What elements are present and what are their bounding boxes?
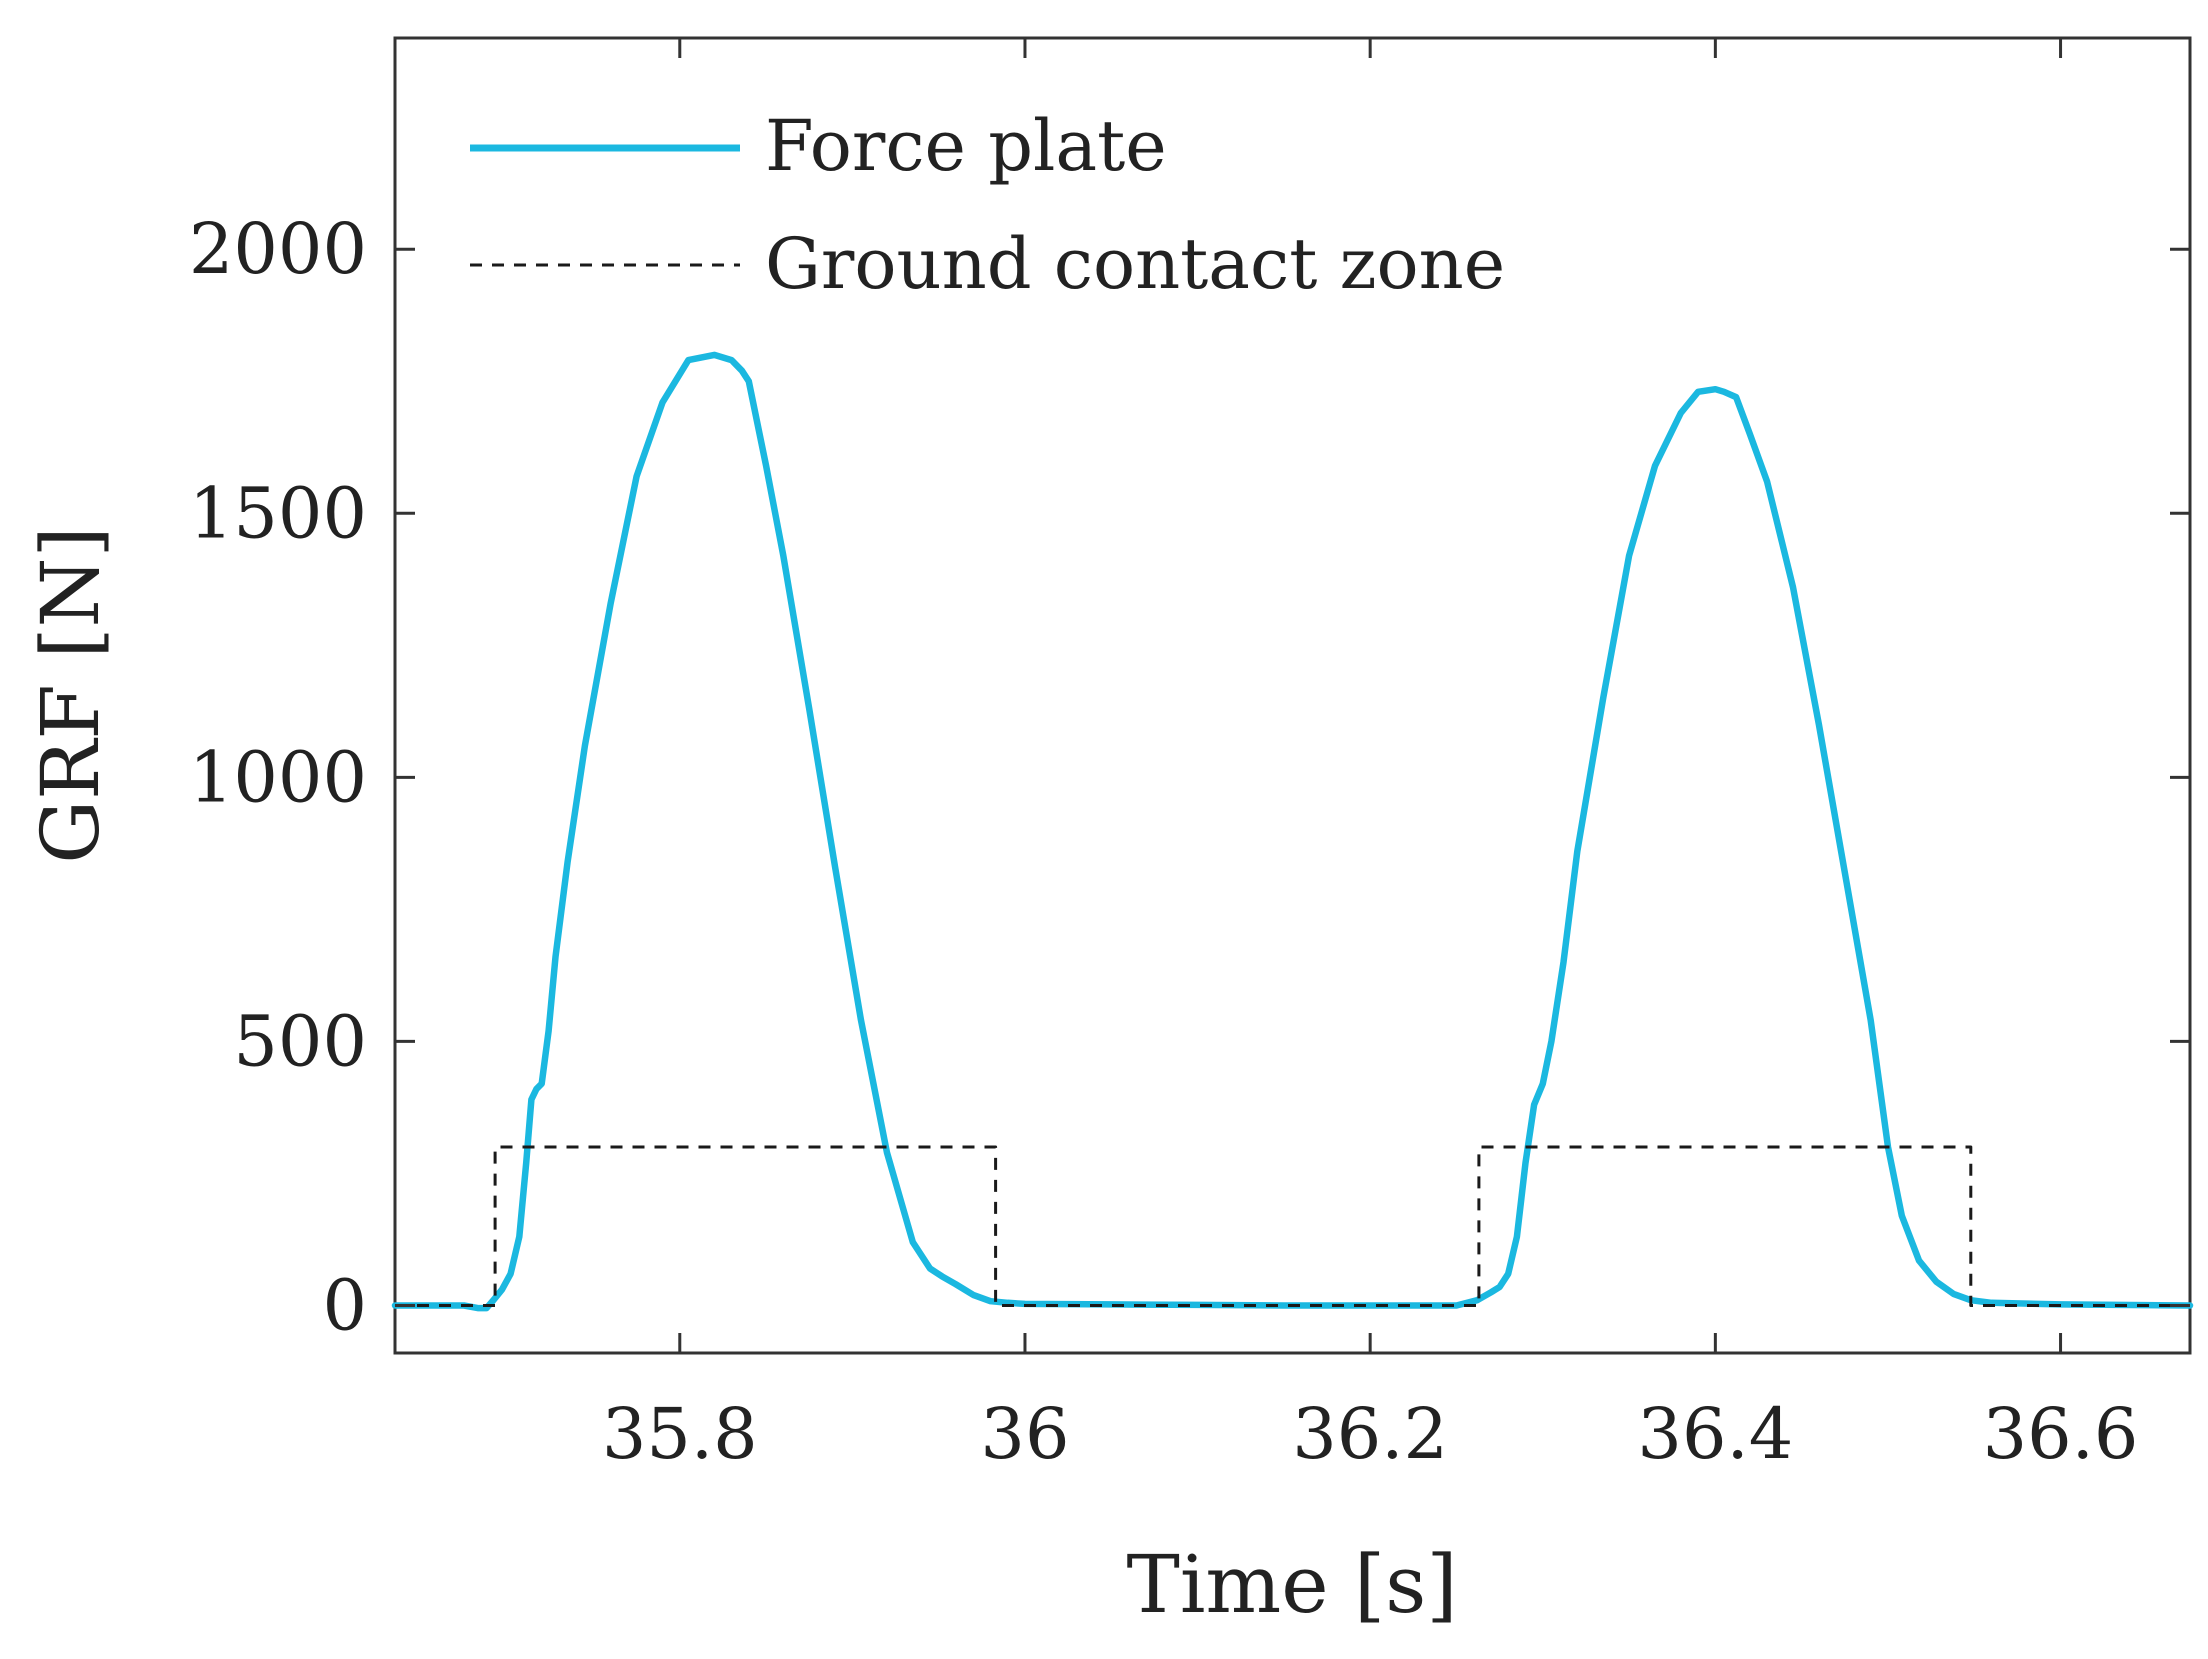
y-axis-title: GRF [N]	[24, 526, 117, 864]
legend-label-force-plate: Force plate	[765, 105, 1167, 187]
x-axis-title: Time [s]	[1126, 1538, 1457, 1631]
x-tick-label: 35.8	[602, 1393, 758, 1475]
plot-frame	[393, 36, 2192, 1355]
y-tick-label: 2000	[189, 208, 367, 290]
y-tick-label: 1000	[189, 736, 367, 818]
series-line-force-plate	[391, 351, 2194, 1312]
x-tick-label: 36.6	[1983, 1393, 2139, 1475]
x-tick-label: 36.2	[1292, 1393, 1448, 1475]
y-axis-ticks: 0 500 1000 1500 2000	[189, 208, 2190, 1346]
x-tick-label: 36	[980, 1393, 1069, 1475]
y-tick-label: 500	[233, 1000, 367, 1082]
series-layer	[391, 351, 2194, 1312]
x-axis-ticks: 35.8 36 36.2 36.4 36.6	[602, 38, 2139, 1475]
x-tick-label: 36.4	[1637, 1393, 1793, 1475]
y-tick-label: 1500	[189, 472, 367, 554]
series-line-ground-contact-zone	[395, 1145, 2190, 1307]
legend: Force plate Ground contact zone	[470, 105, 1505, 305]
y-tick-label: 0	[322, 1264, 367, 1346]
legend-label-ground-contact-zone: Ground contact zone	[765, 223, 1505, 305]
